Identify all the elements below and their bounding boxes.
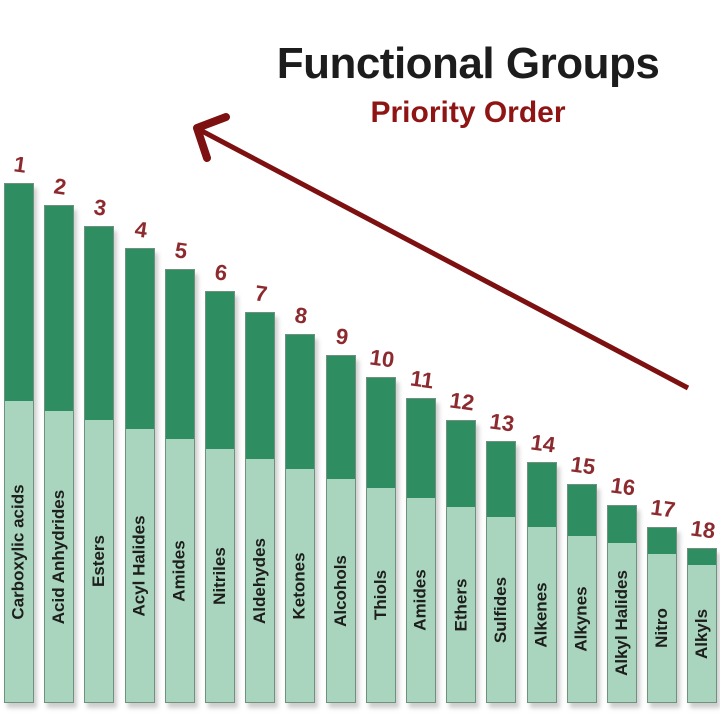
rank-number: 1 bbox=[12, 151, 28, 178]
bar-label: Alkyls bbox=[692, 608, 711, 659]
bar-top-segment bbox=[367, 378, 395, 488]
bar-label: Alkenes bbox=[532, 581, 552, 648]
bar-label: Alcohols bbox=[331, 554, 351, 627]
bar-bottom-segment: Acid Anhydrides bbox=[45, 411, 73, 702]
bar-top-segment bbox=[5, 184, 33, 401]
bar-acid-anhydrides: Acid Anhydrides 2 bbox=[44, 173, 74, 703]
bar-label: Esters bbox=[89, 535, 109, 587]
bar-label: Alkyl Halides bbox=[612, 569, 632, 676]
bar-thiols: Thiols 10 bbox=[366, 344, 396, 703]
bar-amides: Amides 11 bbox=[406, 366, 436, 703]
bar-bottom-segment: Aldehydes bbox=[246, 459, 274, 702]
rank-number: 14 bbox=[529, 429, 557, 458]
bar-alkyl-halides: Alkyl Halides 16 bbox=[607, 472, 637, 703]
bar-top-segment bbox=[166, 270, 194, 439]
bar-bottom-segment: Nitriles bbox=[206, 449, 234, 702]
rank-number: 2 bbox=[52, 173, 68, 200]
bar-nitro: Nitro 17 bbox=[647, 494, 677, 703]
bar-bottom-segment: Ethers bbox=[447, 507, 475, 702]
bar-label: Acid Anhydrides bbox=[49, 489, 69, 624]
bar-top-segment bbox=[447, 421, 475, 507]
bar-aldehydes: Aldehydes 7 bbox=[245, 280, 275, 703]
bar-top-segment bbox=[45, 206, 73, 411]
rank-number: 15 bbox=[569, 451, 597, 480]
bar-label: Acyl Halides bbox=[130, 514, 150, 617]
bar-label: Nitro bbox=[652, 608, 672, 648]
bar-top-segment bbox=[487, 442, 515, 517]
bar-bottom-segment: Amides bbox=[166, 439, 194, 702]
bar-bottom-segment: Alkyls bbox=[688, 565, 716, 702]
bar-top-segment bbox=[568, 485, 596, 536]
bar-label: Ethers bbox=[451, 578, 471, 631]
bar-ketones: Ketones 8 bbox=[285, 302, 315, 703]
bar-bottom-segment: Alkyl Halides bbox=[608, 543, 636, 702]
page-subtitle: Priority Order bbox=[370, 96, 566, 130]
bar-bottom-segment: Carboxylic acids bbox=[5, 401, 33, 702]
bar-label: Ketones bbox=[290, 551, 310, 620]
rank-number: 18 bbox=[689, 515, 717, 544]
bar-bottom-segment: Nitro bbox=[648, 554, 676, 702]
title-block: Functional Groups Priority Order bbox=[216, 39, 720, 130]
rank-number: 4 bbox=[133, 216, 149, 243]
bar-alkyls: Alkyls 18 bbox=[687, 515, 717, 703]
page-title: Functional Groups bbox=[276, 39, 660, 88]
rank-number: 10 bbox=[368, 344, 396, 373]
bar-top-segment bbox=[327, 356, 355, 479]
bar-esters: Esters 3 bbox=[84, 194, 114, 703]
rank-number: 16 bbox=[609, 472, 637, 501]
bar-label: Carboxylic acids bbox=[9, 483, 28, 620]
rank-number: 11 bbox=[408, 365, 436, 394]
bar-label: Alkynes bbox=[572, 586, 592, 652]
rank-number: 12 bbox=[448, 387, 476, 416]
bar-nitriles: Nitriles 6 bbox=[205, 259, 235, 703]
bar-ethers: Ethers 12 bbox=[446, 387, 476, 703]
rank-number: 9 bbox=[334, 323, 350, 350]
bar-top-segment bbox=[688, 549, 716, 565]
bar-top-segment bbox=[407, 399, 435, 498]
bar-carboxylic-acids: Carboxylic acids 1 bbox=[4, 151, 34, 703]
bar-bottom-segment: Ketones bbox=[286, 469, 314, 702]
rank-number: 6 bbox=[213, 259, 229, 286]
rank-number: 13 bbox=[488, 408, 516, 437]
rank-number: 5 bbox=[173, 237, 189, 264]
bar-label: Aldehydes bbox=[250, 537, 270, 624]
bar-bottom-segment: Thiols bbox=[367, 488, 395, 702]
bar-bottom-segment: Alkynes bbox=[568, 536, 596, 702]
bar-top-segment bbox=[608, 506, 636, 543]
bar-top-segment bbox=[206, 292, 234, 449]
bar-alcohols: Alcohols 9 bbox=[326, 323, 356, 703]
bar-top-segment bbox=[246, 313, 274, 459]
bar-bottom-segment: Esters bbox=[85, 420, 113, 702]
bar-top-segment bbox=[286, 335, 314, 469]
bar-acyl-halides: Acyl Halides 4 bbox=[125, 216, 155, 703]
rank-number: 8 bbox=[293, 302, 309, 329]
bar-alkenes: Alkenes 14 bbox=[527, 429, 557, 703]
bar-label: Sulfides bbox=[491, 576, 510, 643]
bar-top-segment bbox=[648, 528, 676, 554]
bar-top-segment bbox=[85, 227, 113, 420]
bar-label: Amides bbox=[170, 539, 190, 602]
rank-number: 3 bbox=[92, 194, 108, 221]
arrow-head-icon bbox=[193, 113, 230, 162]
bar-top-segment bbox=[528, 463, 556, 527]
bar-amides: Amides 5 bbox=[165, 237, 195, 703]
bar-label: Nitriles bbox=[210, 546, 230, 605]
bar-bottom-segment: Sulfides bbox=[487, 517, 515, 702]
bar-bottom-segment: Acyl Halides bbox=[126, 429, 154, 702]
rank-number: 17 bbox=[649, 494, 677, 523]
bar-bottom-segment: Amides bbox=[407, 498, 435, 702]
bar-bottom-segment: Alkenes bbox=[528, 527, 556, 702]
bar-sulfides: Sulfides 13 bbox=[486, 408, 516, 703]
bar-label: Amides bbox=[411, 569, 431, 631]
bar-alkynes: Alkynes 15 bbox=[567, 451, 597, 703]
bar-top-segment bbox=[126, 249, 154, 429]
rank-number: 7 bbox=[253, 280, 269, 307]
bar-label: Thiols bbox=[371, 569, 390, 621]
bar-bottom-segment: Alcohols bbox=[327, 479, 355, 702]
